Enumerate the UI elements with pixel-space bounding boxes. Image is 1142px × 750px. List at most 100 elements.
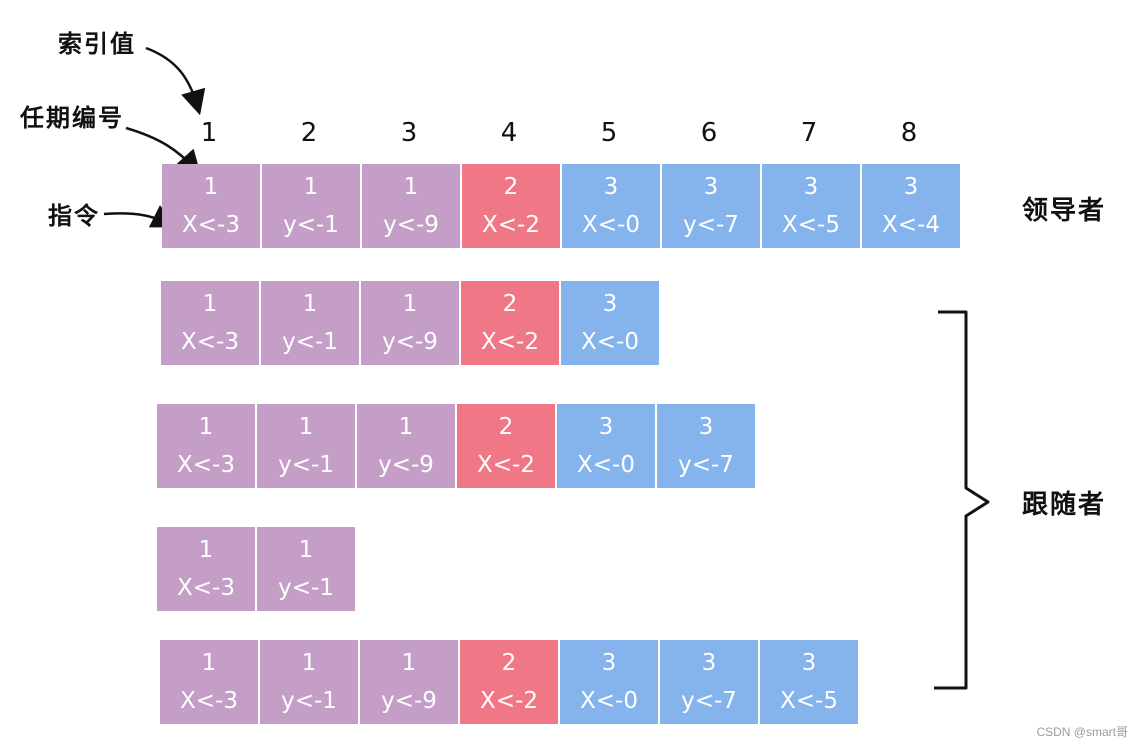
log-entry: 3 y<-7 bbox=[657, 404, 755, 488]
index-number: 7 bbox=[800, 118, 818, 148]
log-entry: 3 y<-7 bbox=[662, 164, 760, 248]
log-entry-term: 1 bbox=[398, 414, 414, 440]
log-entry-command: X<-3 bbox=[177, 452, 235, 478]
index-arrow bbox=[145, 46, 206, 116]
follower-brace bbox=[934, 310, 990, 690]
log-entry-command: X<-3 bbox=[181, 329, 239, 355]
log-entry-term: 3 bbox=[698, 414, 714, 440]
log-entry-command: X<-3 bbox=[180, 688, 238, 714]
log-entry: 3 X<-0 bbox=[557, 404, 655, 488]
watermark: CSDN @smart哥 bbox=[1036, 725, 1128, 739]
log-entry-term: 1 bbox=[202, 291, 218, 317]
log-entry-command: X<-2 bbox=[477, 452, 535, 478]
log-entry-command: X<-3 bbox=[177, 575, 235, 601]
log-entry-command: y<-1 bbox=[283, 212, 339, 238]
log-entry-term: 3 bbox=[602, 291, 618, 317]
log-entry: 2 X<-2 bbox=[457, 404, 555, 488]
log-entry-term: 3 bbox=[601, 650, 617, 676]
log-entry-term: 3 bbox=[603, 174, 619, 200]
log-entry-command: y<-9 bbox=[382, 329, 438, 355]
command-arrow bbox=[103, 204, 177, 228]
log-entry-command: X<-2 bbox=[482, 212, 540, 238]
log-entry: 1 X<-3 bbox=[161, 281, 259, 365]
log-entry-term: 1 bbox=[301, 650, 317, 676]
log-entry-term: 1 bbox=[403, 174, 419, 200]
log-entry-command: X<-0 bbox=[577, 452, 635, 478]
log-entry-command: X<-0 bbox=[580, 688, 638, 714]
log-entry-term: 1 bbox=[298, 537, 314, 563]
index-number: 3 bbox=[400, 118, 418, 148]
term-number-label: 任期编号 bbox=[20, 104, 124, 132]
index-number: 6 bbox=[700, 118, 718, 148]
log-entry: 1 X<-3 bbox=[157, 404, 255, 488]
log-entry-term: 1 bbox=[201, 650, 217, 676]
log-entry: 3 X<-5 bbox=[760, 640, 858, 724]
index-number: 8 bbox=[900, 118, 918, 148]
log-entry: 1 y<-9 bbox=[360, 640, 458, 724]
follower-label: 跟随者 bbox=[1022, 490, 1107, 520]
log-entry: 2 X<-2 bbox=[460, 640, 558, 724]
log-entry: 2 X<-2 bbox=[462, 164, 560, 248]
log-entry: 1 y<-9 bbox=[357, 404, 455, 488]
log-entry-term: 3 bbox=[903, 174, 919, 200]
log-entry-command: X<-0 bbox=[581, 329, 639, 355]
log-entry: 1 X<-3 bbox=[157, 527, 255, 611]
log-entry-command: y<-1 bbox=[281, 688, 337, 714]
log-entry: 1 y<-9 bbox=[362, 164, 460, 248]
index-number: 5 bbox=[600, 118, 618, 148]
log-entry-command: X<-3 bbox=[182, 212, 240, 238]
log-entry: 1 y<-1 bbox=[260, 640, 358, 724]
log-entry: 3 X<-5 bbox=[762, 164, 860, 248]
log-entry-term: 3 bbox=[801, 650, 817, 676]
log-entry-command: X<-2 bbox=[481, 329, 539, 355]
log-entry: 1 y<-9 bbox=[361, 281, 459, 365]
log-entry-command: y<-9 bbox=[383, 212, 439, 238]
log-entry: 1 y<-1 bbox=[261, 281, 359, 365]
log-entry-term: 1 bbox=[401, 650, 417, 676]
log-entry: 1 X<-3 bbox=[160, 640, 258, 724]
log-entry-command: X<-5 bbox=[782, 212, 840, 238]
index-numbers-row: 1 2 3 4 5 6 7 8 bbox=[160, 118, 960, 158]
index-number: 2 bbox=[300, 118, 318, 148]
log-entry-term: 3 bbox=[598, 414, 614, 440]
log-entry-command: X<-4 bbox=[882, 212, 940, 238]
log-entry-term: 2 bbox=[502, 291, 518, 317]
log-entry: 3 X<-4 bbox=[862, 164, 960, 248]
log-entry-term: 2 bbox=[498, 414, 514, 440]
log-entry-term: 1 bbox=[402, 291, 418, 317]
log-entry: 1 X<-3 bbox=[162, 164, 260, 248]
log-entry: 3 X<-0 bbox=[562, 164, 660, 248]
log-entry-command: y<-7 bbox=[681, 688, 737, 714]
log-entry-term: 2 bbox=[501, 650, 517, 676]
log-entry-term: 2 bbox=[503, 174, 519, 200]
log-entry-term: 1 bbox=[203, 174, 219, 200]
log-entry-command: y<-1 bbox=[282, 329, 338, 355]
log-entry-command: X<-2 bbox=[480, 688, 538, 714]
log-entry-command: X<-5 bbox=[780, 688, 838, 714]
index-number: 4 bbox=[500, 118, 518, 148]
leader-label: 领导者 bbox=[1022, 196, 1107, 226]
log-entry: 1 y<-1 bbox=[257, 404, 355, 488]
log-entry: 3 X<-0 bbox=[560, 640, 658, 724]
log-entry-command: y<-7 bbox=[683, 212, 739, 238]
log-entry-term: 1 bbox=[198, 537, 214, 563]
log-entry-command: y<-1 bbox=[278, 452, 334, 478]
log-entry: 2 X<-2 bbox=[461, 281, 559, 365]
log-entry-term: 1 bbox=[302, 291, 318, 317]
index-value-label: 索引值 bbox=[58, 30, 136, 58]
log-entry-term: 1 bbox=[303, 174, 319, 200]
log-entry-command: X<-0 bbox=[582, 212, 640, 238]
log-entry-term: 3 bbox=[703, 174, 719, 200]
log-entry: 3 X<-0 bbox=[561, 281, 659, 365]
log-entry: 1 y<-1 bbox=[262, 164, 360, 248]
log-entry-term: 1 bbox=[198, 414, 214, 440]
log-entry-command: y<-9 bbox=[378, 452, 434, 478]
log-entry-term: 1 bbox=[298, 414, 314, 440]
log-entry: 3 y<-7 bbox=[660, 640, 758, 724]
log-entry-term: 3 bbox=[701, 650, 717, 676]
log-entry-command: y<-1 bbox=[278, 575, 334, 601]
log-entry: 1 y<-1 bbox=[257, 527, 355, 611]
log-entry-term: 3 bbox=[803, 174, 819, 200]
log-entry-command: y<-7 bbox=[678, 452, 734, 478]
